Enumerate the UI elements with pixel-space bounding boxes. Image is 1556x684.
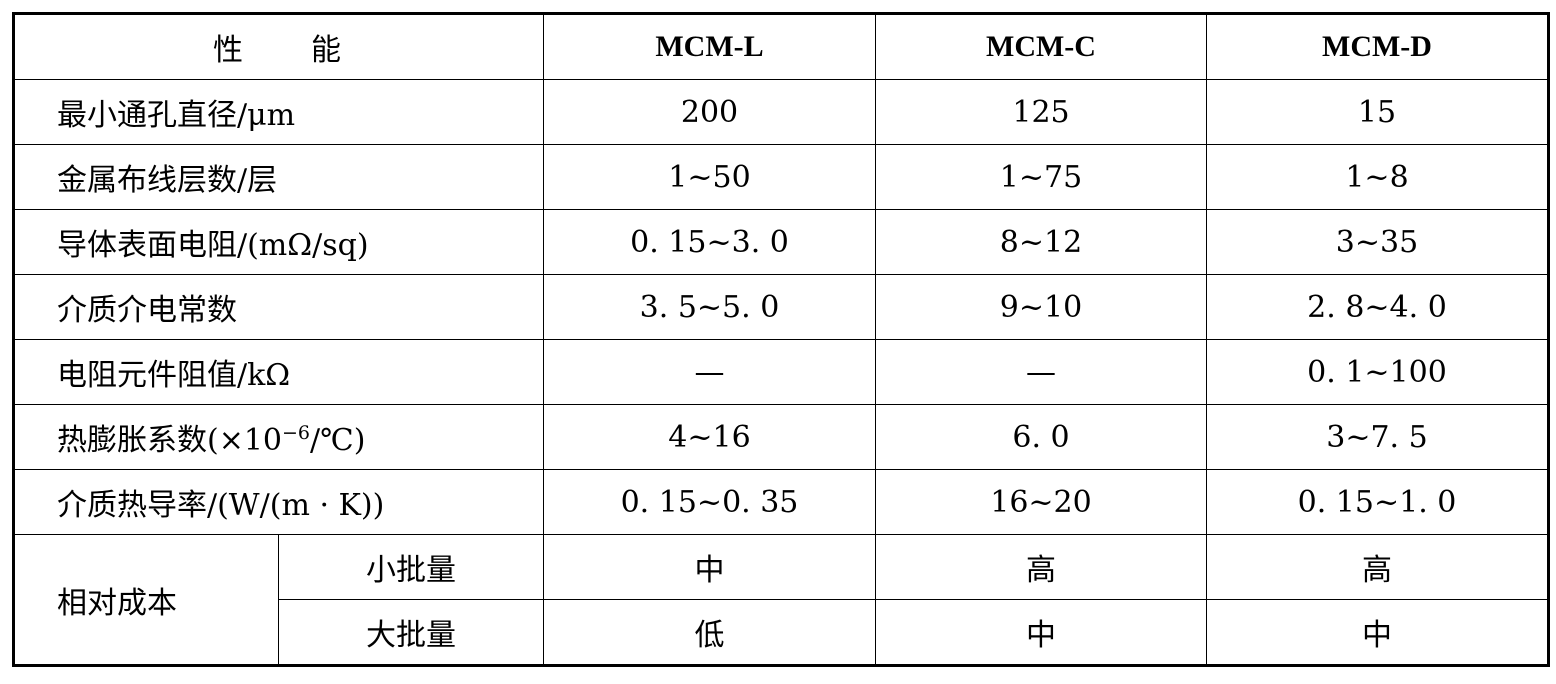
- row-property: 介质热导率/(W/(m · K)): [13, 469, 544, 535]
- row-property: 热膨胀系数(×10−6/℃): [13, 404, 544, 470]
- header-property-char2: 能: [311, 33, 345, 68]
- cell-mcm-d: 3~7. 5: [1206, 404, 1549, 470]
- table-row-cost-small: 相对成本 小批量 中 高 高: [13, 534, 1549, 666]
- spec-table: 性能 MCM-L MCM-C MCM-D 最小通孔直径/μm 200 125 1…: [12, 12, 1550, 667]
- cell-mcm-l: 1~50: [543, 144, 876, 210]
- cost-sub-label: 小批量: [278, 534, 544, 600]
- cell-mcm-l: 3. 5~5. 0: [543, 274, 876, 340]
- table-row: 金属布线层数/层 1~50 1~75 1~8: [13, 144, 1549, 210]
- row-property-text: 热膨胀系数(×10: [57, 423, 283, 458]
- cell-mcm-l: 低: [543, 599, 876, 666]
- row-property: 最小通孔直径/μm: [13, 79, 544, 145]
- cell-mcm-l: —: [543, 339, 876, 405]
- row-property: 电阻元件阻值/kΩ: [13, 339, 544, 405]
- cell-mcm-d: 2. 8~4. 0: [1206, 274, 1549, 340]
- cell-mcm-l: 中: [543, 534, 876, 600]
- header-model-l: MCM-L: [543, 13, 876, 80]
- table-row: 热膨胀系数(×10−6/℃) 4~16 6. 0 3~7. 5: [13, 404, 1549, 470]
- cell-mcm-c: 9~10: [875, 274, 1207, 340]
- cell-mcm-c: 中: [875, 599, 1207, 666]
- cell-mcm-c: 6. 0: [875, 404, 1207, 470]
- cell-mcm-d: 0. 15~1. 0: [1206, 469, 1549, 535]
- cell-mcm-d: 3~35: [1206, 209, 1549, 275]
- cell-mcm-l: 0. 15~0. 35: [543, 469, 876, 535]
- row-property-unit: /℃): [310, 423, 366, 458]
- header-property: 性能: [13, 13, 544, 80]
- row-property: 金属布线层数/层: [13, 144, 544, 210]
- cell-mcm-c: 1~75: [875, 144, 1207, 210]
- cell-mcm-d: 高: [1206, 534, 1549, 600]
- table-row: 电阻元件阻值/kΩ — — 0. 1~100: [13, 339, 1549, 405]
- cell-mcm-c: 125: [875, 79, 1207, 145]
- header-model-d: MCM-D: [1206, 13, 1549, 80]
- cell-mcm-d: 15: [1206, 79, 1549, 145]
- cost-group-label: 相对成本: [13, 534, 279, 666]
- cell-mcm-c: 8~12: [875, 209, 1207, 275]
- table-row: 最小通孔直径/μm 200 125 15: [13, 79, 1549, 145]
- row-property: 导体表面电阻/(mΩ/sq): [13, 209, 544, 275]
- cell-mcm-d: 0. 1~100: [1206, 339, 1549, 405]
- cell-mcm-c: —: [875, 339, 1207, 405]
- header-model-c: MCM-C: [875, 13, 1207, 80]
- header-property-char1: 性: [213, 33, 247, 68]
- cell-mcm-l: 4~16: [543, 404, 876, 470]
- cell-mcm-c: 高: [875, 534, 1207, 600]
- cell-mcm-c: 16~20: [875, 469, 1207, 535]
- cell-mcm-l: 0. 15~3. 0: [543, 209, 876, 275]
- table-row: 介质热导率/(W/(m · K)) 0. 15~0. 35 16~20 0. 1…: [13, 469, 1549, 535]
- cell-mcm-d: 1~8: [1206, 144, 1549, 210]
- table-header-row: 性能 MCM-L MCM-C MCM-D: [13, 13, 1549, 80]
- row-property: 介质介电常数: [13, 274, 544, 340]
- cost-sub-label: 大批量: [278, 599, 544, 666]
- table-row-cost-large: 大批量 低 中 中: [14, 599, 1549, 666]
- cell-mcm-l: 200: [543, 79, 876, 145]
- row-property-exponent: −6: [282, 422, 311, 444]
- cell-mcm-d: 中: [1206, 599, 1549, 666]
- table-row: 导体表面电阻/(mΩ/sq) 0. 15~3. 0 8~12 3~35: [13, 209, 1549, 275]
- table-row: 介质介电常数 3. 5~5. 0 9~10 2. 8~4. 0: [13, 274, 1549, 340]
